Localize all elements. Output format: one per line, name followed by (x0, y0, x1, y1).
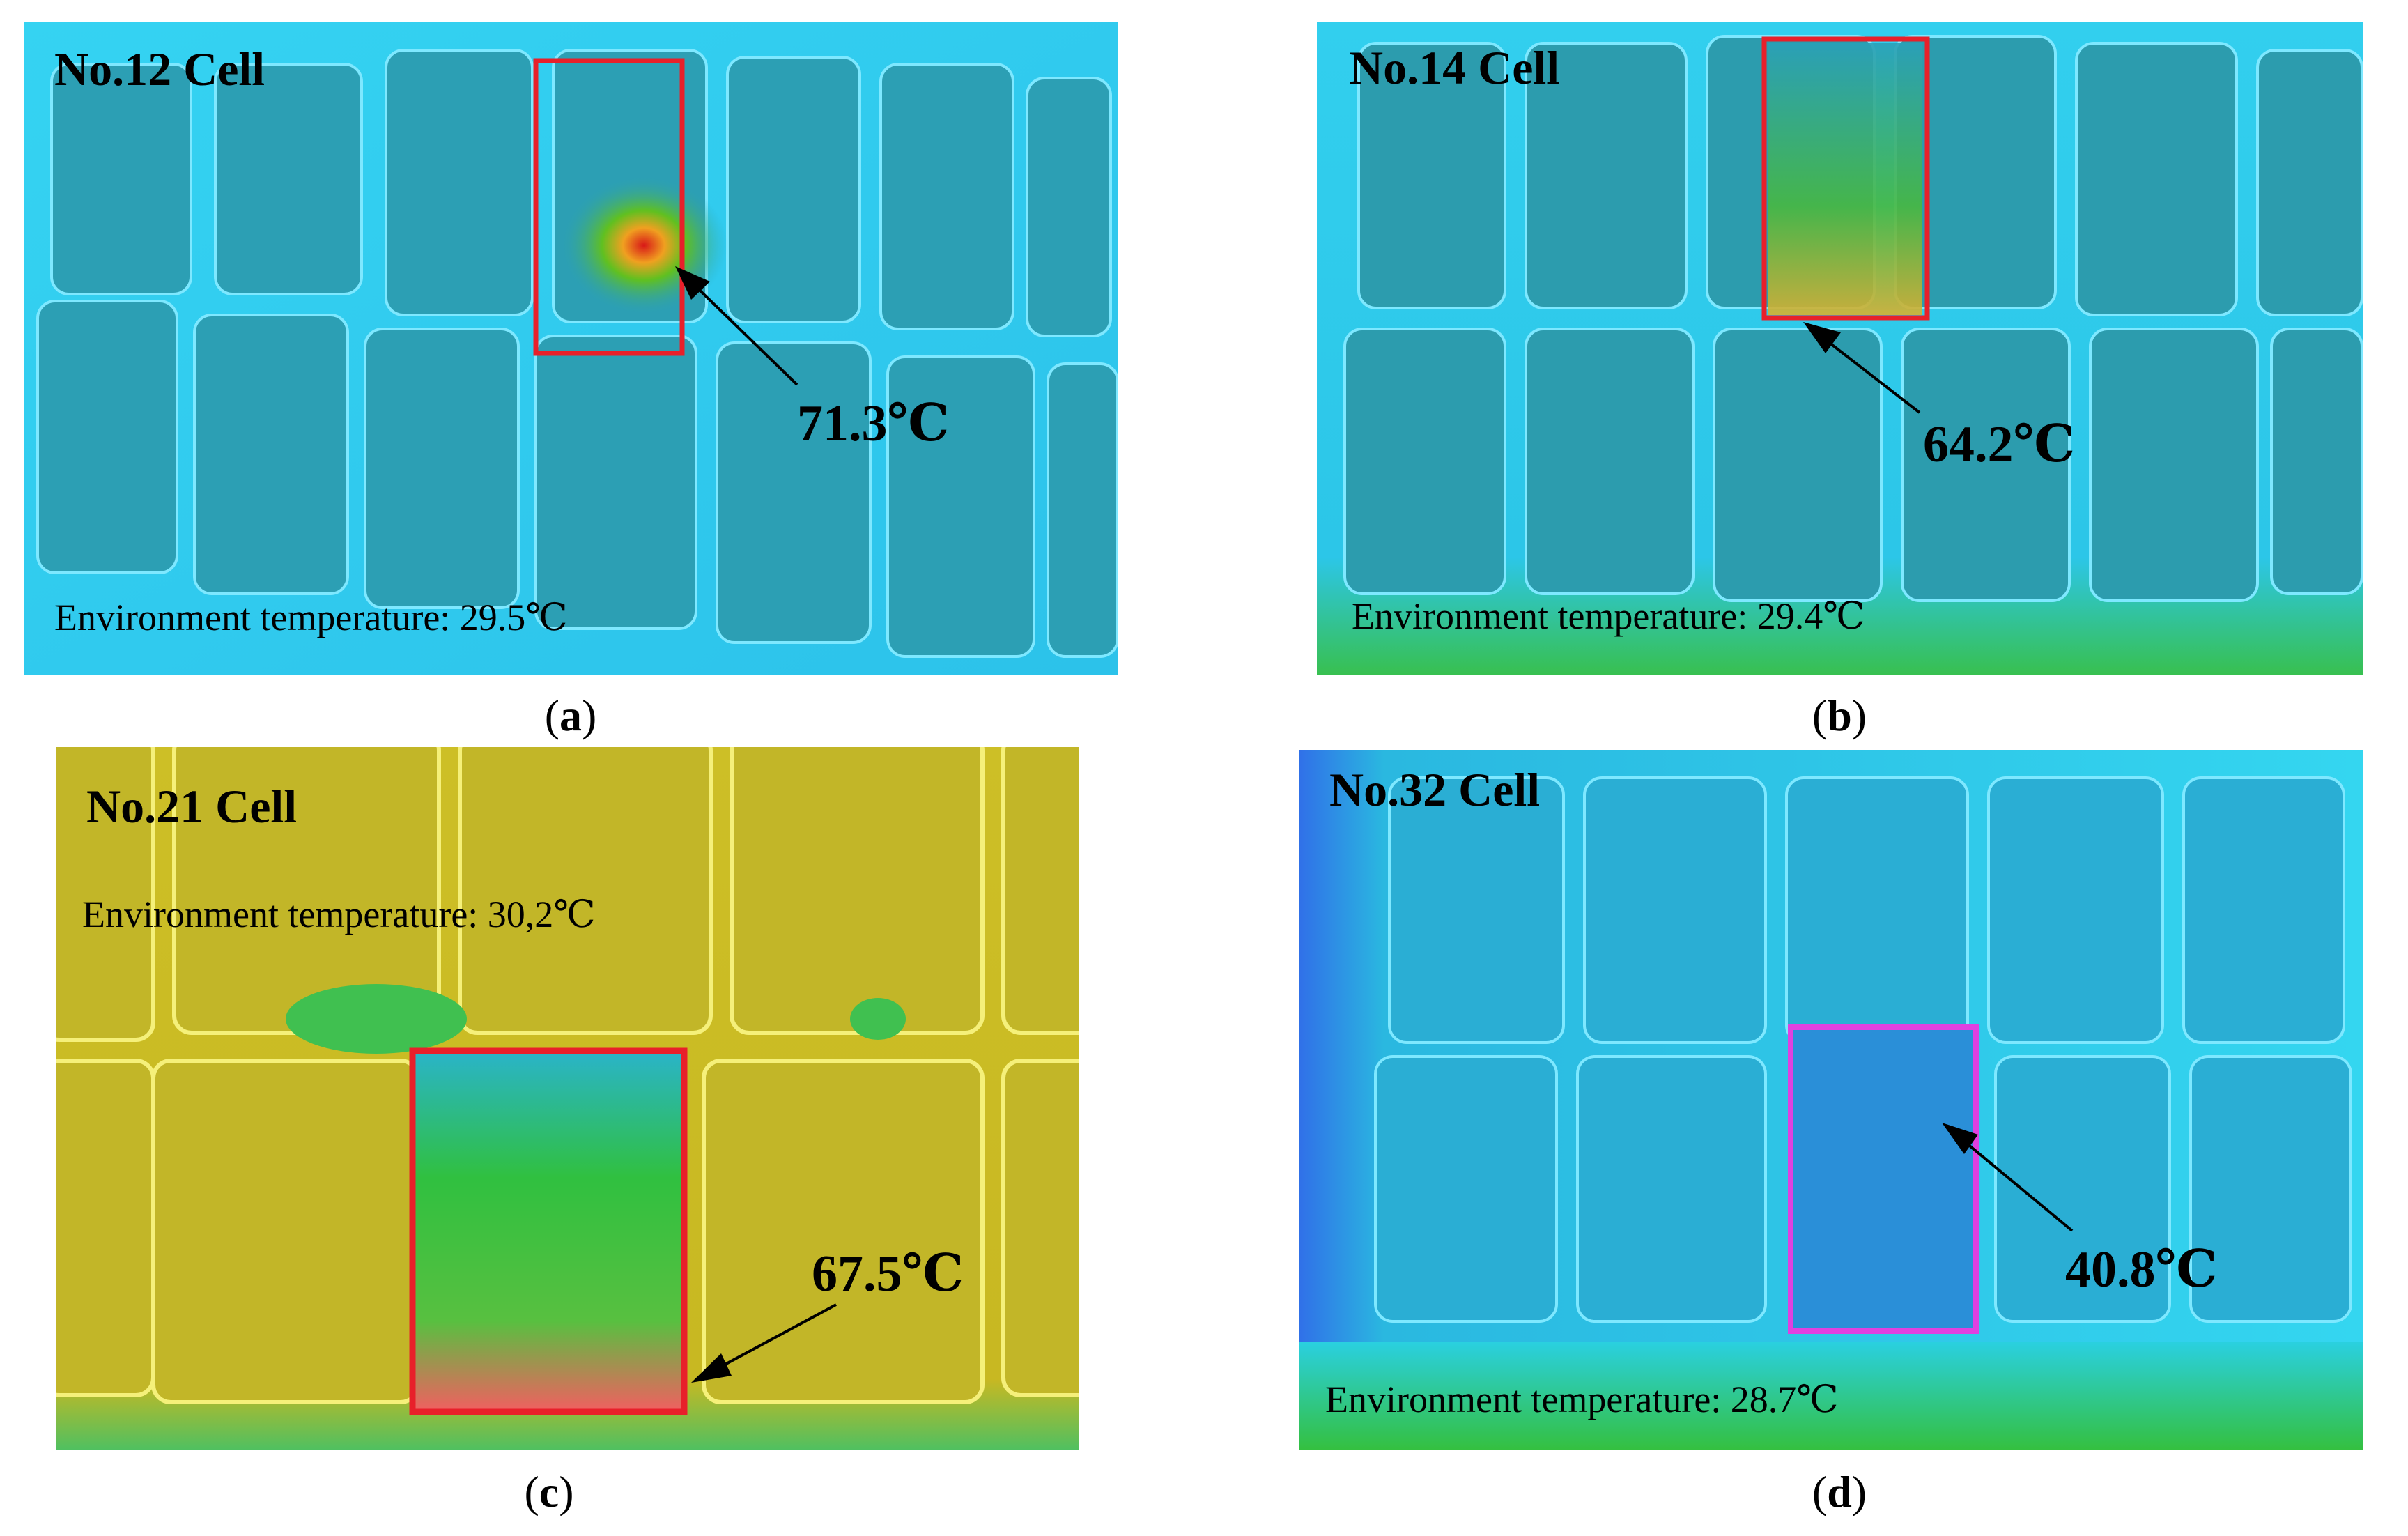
hotspot-temp-a: 71.3℃ (797, 395, 949, 452)
cell-label-c: No.21 Cell (86, 780, 297, 833)
thermal-image-b: No.14 Cell 64.2℃ Environment temperature… (1317, 22, 2363, 675)
thermal-image-a: No.12 Cell 71.3℃ Environment temperature… (24, 22, 1118, 675)
caption-c: (c) (524, 1467, 574, 1516)
cell-label-d: No.32 Cell (1329, 763, 1540, 816)
caption-d: (d) (1812, 1467, 1867, 1516)
env-temp-d: Environment temperature: 28.7℃ (1325, 1378, 1839, 1420)
hotspot-temp-b: 64.2℃ (1923, 416, 2075, 473)
cell-label-a: No.12 Cell (54, 43, 265, 95)
cell-label-b: No.14 Cell (1349, 41, 1559, 94)
hotspot-temp-c: 67.5℃ (812, 1245, 964, 1303)
caption-b: (b) (1812, 691, 1867, 740)
thermal-image-d: No.32 Cell 40.8℃ Environment temperature… (1299, 750, 2363, 1450)
env-temp-a: Environment temperature: 29.5℃ (54, 597, 568, 638)
hotspot-temp-d: 40.8℃ (2065, 1241, 2217, 1298)
env-temp-b: Environment temperature: 29.4℃ (1352, 595, 1865, 637)
thermal-image-c: No.21 Cell Environment temperature: 30,2… (56, 747, 1079, 1450)
caption-a: (a) (544, 691, 597, 740)
env-temp-c: Environment temperature: 30,2℃ (82, 893, 596, 935)
